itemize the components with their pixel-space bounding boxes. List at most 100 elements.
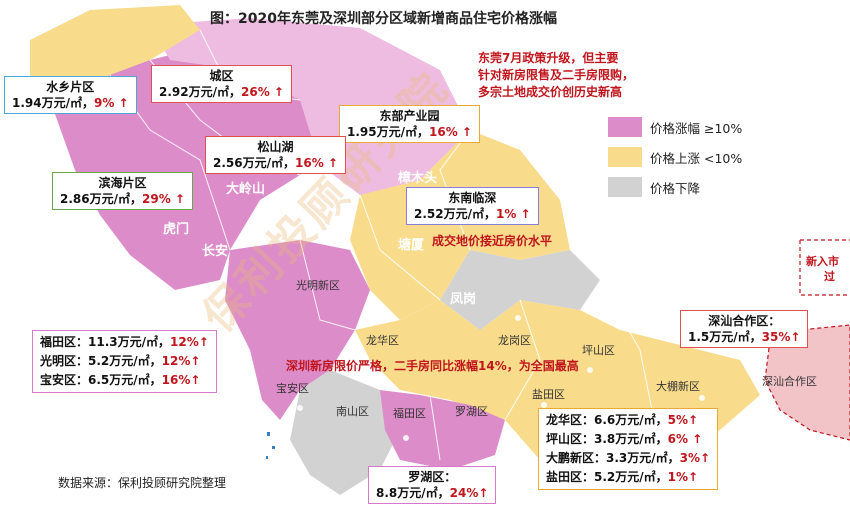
note-shenzhen: 深圳新房限价严格，二手房同比涨幅14%，为全国最高 [286, 359, 579, 373]
region-chengqu [150, 18, 470, 195]
legend-swatch [608, 117, 642, 137]
price-box-shenshan: 深汕合作区： 1.5万元/㎡，35%↑ [680, 310, 809, 348]
price-box-dongbu: 东部产业园 1.95万元/㎡，16% ↑ [339, 105, 480, 143]
box-name: 松山湖 [257, 140, 294, 154]
box-price: 3.3万元/㎡， [606, 451, 680, 465]
box-row: 福田区：11.3万元/㎡，12%↑ [40, 333, 209, 352]
region-edge-box [799, 239, 850, 296]
box-name: 东部产业园 [379, 109, 440, 123]
label-humen: 虎门 [163, 222, 190, 237]
label-baoan: 宝安区 [276, 382, 309, 395]
box-name: 东南临深 [448, 191, 497, 205]
box-name: 光明区： [40, 354, 89, 368]
label-futian: 福田区 [393, 407, 426, 420]
page-title: 图：2020年东莞及深圳部分区域新增商品住宅价格涨幅 [210, 11, 557, 27]
box-change: 3%↑ [679, 451, 711, 465]
source-note: 数据来源：保利投顾研究院整理 [58, 476, 227, 490]
label-pingshan: 坪山区 [582, 344, 615, 357]
box-change: 24%↑ [449, 486, 489, 500]
label-yantian: 盐田区 [532, 388, 565, 401]
label-longgang: 龙岗区 [498, 334, 531, 347]
price-box-west: 福田区：11.3万元/㎡，12%↑ 光明区：5.2万元/㎡，12%↑ 宝安区：6… [32, 330, 217, 393]
price-box-dongnan: 东南临深 2.52万元/㎡，1% ↑ [406, 187, 539, 225]
box-change: 5%↑ [667, 413, 699, 427]
box-change: 12%↑ [161, 354, 201, 368]
note-line: 针对新房限售及二手房限购， [478, 68, 635, 82]
legend-item: 价格下降 [608, 176, 742, 198]
box-change: 1% ↑ [496, 207, 531, 221]
label-shenshan: 深汕合作区 [762, 375, 817, 388]
price-box-shuixiang: 水乡片区 1.94万元/㎡，9% ↑ [4, 76, 137, 114]
island-marks [266, 432, 275, 459]
box-price: 1.5万元/㎡， [688, 330, 762, 344]
note-line: 过 [824, 270, 835, 283]
box-price: 6.6万元/㎡， [594, 413, 668, 427]
box-price: 1.94万元/㎡， [12, 96, 94, 110]
price-box-east: 龙华区：6.6万元/㎡，5%↑ 坪山区：3.8万元/㎡，6% ↑ 大鹏新区：3.… [538, 408, 719, 490]
region-longgang [440, 250, 600, 330]
box-name: 龙华区： [546, 413, 595, 427]
box-change: 29% ↑ [142, 192, 185, 206]
price-box-binhai: 滨海片区 2.86万元/㎡，29% ↑ [52, 172, 193, 210]
box-name: 坪山区： [546, 432, 595, 446]
box-price: 11.3万元/㎡， [88, 335, 171, 349]
price-box-songshanhu: 松山湖 2.56万元/㎡，16% ↑ [205, 136, 346, 174]
box-name: 城区 [209, 69, 234, 83]
box-change: 26% ↑ [241, 85, 284, 99]
box-name: 深汕合作区： [708, 314, 781, 328]
legend-item: 价格上涨 <10% [608, 146, 742, 168]
box-row: 坪山区：3.8万元/㎡，6% ↑ [546, 430, 710, 449]
label-dapeng: 大棚新区 [656, 380, 700, 393]
region-shenshan [764, 324, 850, 441]
box-price: 3.8万元/㎡， [594, 432, 668, 446]
label-dalingshan: 大岭山 [226, 182, 266, 197]
box-change: 9% ↑ [94, 96, 129, 110]
note-line: 东莞7月政策升级，但主要 [478, 51, 619, 65]
box-row: 龙华区：6.6万元/㎡，5%↑ [546, 411, 710, 430]
legend-item: 价格涨幅 ≥10% [608, 116, 742, 138]
box-change: 16%↑ [161, 373, 201, 387]
box-price: 2.92万元/㎡， [159, 85, 241, 99]
region-futian-luohu [380, 390, 505, 470]
label-changan: 长安 [202, 244, 229, 259]
box-price: 5.2万元/㎡， [594, 470, 668, 484]
legend: 价格涨幅 ≥10% 价格上涨 <10% 价格下降 [608, 116, 742, 206]
legend-swatch [608, 147, 642, 167]
location-dots [297, 315, 705, 441]
price-box-chengqu: 城区 2.92万元/㎡，26% ↑ [151, 65, 292, 103]
label-guangming: 光明新区 [296, 279, 340, 292]
note-dongguan: 东莞7月政策升级，但主要 针对新房限售及二手房限购， 多宗土地成交价创历史新高 [478, 50, 634, 101]
box-price: 5.2万元/㎡， [88, 354, 162, 368]
note-partial: 新入市 过 [806, 254, 839, 284]
label-luohu: 罗湖区 [455, 405, 488, 418]
region-shenzhen-west [225, 240, 370, 420]
box-change: 6% ↑ [667, 432, 703, 446]
label-longhua: 龙华区 [366, 334, 399, 347]
legend-label: 价格下降 [650, 180, 701, 196]
box-name: 滨海片区 [98, 176, 147, 190]
box-change: 16% ↑ [295, 156, 338, 170]
box-price: 2.52万元/㎡， [414, 207, 496, 221]
box-row: 宝安区：6.5万元/㎡，16%↑ [40, 371, 209, 390]
note-line: 多宗土地成交价创历史新高 [478, 85, 623, 99]
label-fenggang: 凤岗 [450, 292, 477, 307]
box-price: 6.5万元/㎡， [88, 373, 162, 387]
box-row: 大鹏新区：3.3万元/㎡，3%↑ [546, 449, 710, 468]
region-nanshan [290, 370, 400, 495]
label-tangxia: 塘厦 [398, 238, 425, 253]
legend-swatch [608, 177, 642, 197]
box-row: 盐田区：5.2万元/㎡，1%↑ [546, 468, 710, 487]
legend-label: 价格涨幅 ≥10% [650, 120, 743, 136]
box-price: 2.56万元/㎡， [213, 156, 295, 170]
box-name: 盐田区： [546, 470, 595, 484]
price-box-luohu: 罗湖区： 8.8万元/㎡，24%↑ [368, 466, 497, 504]
box-name: 大鹏新区： [546, 451, 607, 465]
box-price: 2.86万元/㎡， [60, 192, 142, 206]
region-dongguan-east [350, 130, 570, 320]
note-line: 新入市 [806, 255, 839, 268]
box-name: 水乡片区 [46, 80, 95, 94]
box-change: 16% ↑ [429, 125, 472, 139]
box-name: 福田区： [40, 335, 89, 349]
label-nanshan: 南山区 [336, 405, 369, 418]
